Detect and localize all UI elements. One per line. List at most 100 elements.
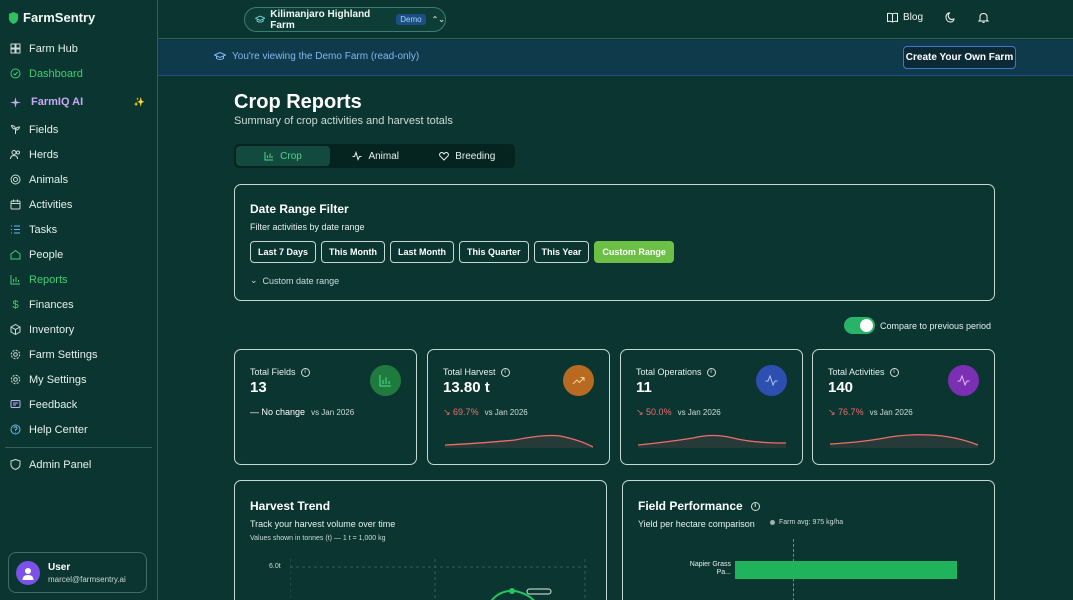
sidebar-item-label: My Settings [29,373,87,386]
calendar-icon [10,199,21,210]
info-icon[interactable]: i [300,367,310,377]
sidebar-divider [5,447,152,448]
blog-label: Blog [902,12,923,23]
range-this-year-button[interactable]: This Year [533,241,590,263]
legend-dot [770,520,775,525]
sidebar-item-my-settings[interactable]: My Settings [0,367,157,392]
range-this-quarter-button[interactable]: This Quarter [459,241,529,263]
user-name: User [48,561,71,573]
sparkle-badge-icon: ✨ [133,96,145,107]
info-icon[interactable]: i [706,367,716,377]
range-last-7-days-button[interactable]: Last 7 Days [250,241,317,263]
stat-change-value: 50.0% [646,407,672,417]
sidebar-item-farm-settings[interactable]: Farm Settings [0,342,157,367]
heart-icon [439,152,450,161]
sidebar-item-finances[interactable]: $ Finances [0,292,157,317]
graduation-cap-icon [214,51,226,60]
sidebar-item-animals[interactable]: Animals [0,167,157,192]
box-icon [10,324,21,335]
sidebar-item-label: Activities [29,198,73,211]
page-subtitle: Summary of crop activities and harvest t… [234,115,453,127]
tab-crop[interactable]: Crop [236,146,330,166]
date-range-filter: Date Range Filter Filter activities by d… [234,184,995,301]
custom-date-range-toggle[interactable]: ⌄ Custom date range [250,275,339,286]
sidebar-item-activities[interactable]: Activities [0,192,157,217]
info-icon[interactable]: i [500,367,510,377]
sidebar-item-people[interactable]: People [0,242,157,267]
farm-selector[interactable]: Kilimanjaro Highland Farm Demo ⌃⌄ [244,7,446,32]
tab-animal[interactable]: Animal [330,146,422,166]
info-icon[interactable]: i [750,501,760,511]
create-farm-button[interactable]: Create Your Own Farm [903,46,1016,69]
stat-label: Total Harvest i [443,367,510,377]
sidebar-item-dashboard[interactable]: Dashboard [0,61,157,86]
farm-name: Kilimanjaro Highland Farm [270,8,371,31]
stat-change: ↘ 50.0% [636,407,672,417]
sidebar-item-inventory[interactable]: Inventory [0,317,157,342]
book-icon [886,12,898,23]
sidebar-item-fields[interactable]: Fields [0,117,157,142]
stat-card-total-harvest: Total Harvest i 13.80 t ↘ 69.7% vs Jan 202… [427,349,610,465]
stat-delta: ↘ 69.7% vs Jan 2026 [443,407,528,418]
stat-card-total-operations: Total Operations i 11 ↘ 50.0% vs Jan 2026 [620,349,803,465]
stat-change-value: 76.7% [838,407,864,417]
sidebar-item-help-center[interactable]: Help Center [0,417,157,442]
stat-value: 140 [828,379,854,396]
users-icon [10,149,21,160]
page-title: Crop Reports [234,91,362,113]
brand-logo[interactable]: FarmSentry [8,10,95,25]
sprout-icon [10,124,21,135]
brand-name: FarmSentry [23,10,96,25]
sidebar-item-feedback[interactable]: Feedback [0,392,157,417]
bar-chart-icon [264,152,274,161]
compare-switch[interactable] [844,317,875,334]
harvest-trend-title: Harvest Trend [250,499,331,513]
compare-toggle-row: Compare to previous period [844,317,991,334]
tab-label: Crop [280,150,302,162]
sidebar-item-tasks[interactable]: Tasks [0,217,157,242]
stat-change: No change [261,407,306,417]
info-icon[interactable]: i [889,367,899,377]
stat-vs: vs Jan 2026 [677,408,721,417]
tab-breeding[interactable]: Breeding [422,146,514,166]
grid-icon [10,43,21,54]
stat-change: ↘ 69.7% [443,407,479,417]
stat-value: 13.80 t [443,379,490,396]
bell-icon[interactable] [978,12,989,23]
sidebar-item-label: Reports [29,273,68,286]
blog-link[interactable]: Blog [886,12,923,23]
field-performance-title: Field Performance i [638,499,760,513]
stat-label-text: Total Harvest [443,367,496,377]
chevron-down-icon: ⌄ [250,275,258,285]
stat-delta: — No change vs Jan 2026 [250,407,354,417]
sidebar-item-farm-hub[interactable]: Farm Hub [0,36,157,61]
paw-icon [10,174,21,185]
sidebar-item-label: Herds [29,148,59,161]
user-card[interactable]: User marcel@farmsentry.ai [8,552,147,593]
moon-icon[interactable] [945,12,956,23]
stat-badge [563,365,594,396]
field-performance-subtitle: Yield per hectare comparison [638,519,755,529]
sidebar-item-label: Help Center [29,423,88,436]
field-performance-card: Field Performance i Yield per hectare com… [622,480,995,600]
sidebar-item-admin-panel[interactable]: Admin Panel [0,452,157,477]
harvest-trend-card: Harvest Trend Track your harvest volume … [234,480,607,600]
sidebar-item-herds[interactable]: Herds [0,142,157,167]
sidebar-item-farmiq-ai[interactable]: FarmIQ AI ✨ [0,88,157,116]
avatar [16,560,40,585]
trending-up-icon [572,377,585,385]
range-custom-button[interactable]: Custom Range [594,241,674,263]
stat-label-text: Total Fields [250,367,296,377]
banner-text: You're viewing the Demo Farm (read-only) [232,51,420,62]
sparkles-icon [10,96,21,108]
sidebar-nav: Farm Hub Dashboard FarmIQ AI ✨ Fields Her… [0,36,157,477]
compare-label: Compare to previous period [880,320,992,331]
sidebar-item-reports[interactable]: Reports [0,267,157,292]
range-last-month-button[interactable]: Last Month [390,241,455,263]
activity-icon [765,374,778,387]
demo-badge: Demo [396,14,426,25]
yield-bar[interactable] [735,561,957,579]
range-this-month-button[interactable]: This Month [321,241,386,263]
stat-label: Total Fields i [250,367,310,377]
stat-card-total-fields: Total Fields i 13 — No change vs Jan 2026 [234,349,417,465]
